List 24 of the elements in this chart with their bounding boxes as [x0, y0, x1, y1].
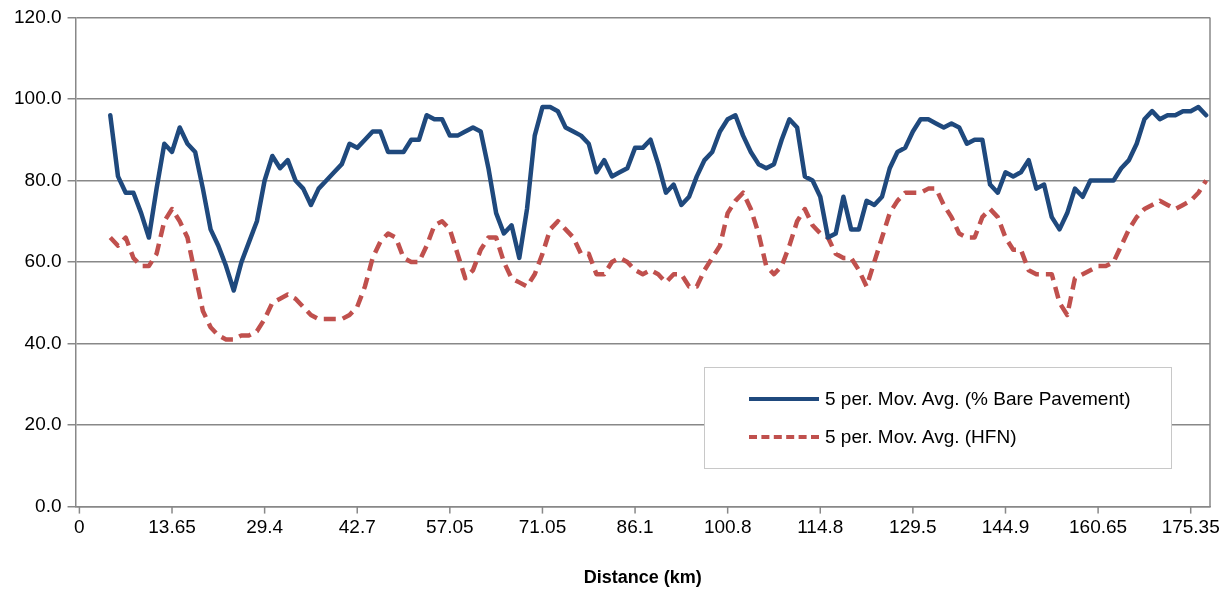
- x-axis-title: Distance (km): [583, 567, 702, 588]
- x-tick-label: 0: [74, 516, 85, 538]
- x-tick-label: 144.9: [981, 516, 1030, 538]
- x-tick-label: 160.65: [1069, 516, 1128, 538]
- x-tick-label: 42.7: [338, 516, 376, 538]
- y-tick-label: 20.0: [24, 413, 62, 435]
- x-tick-label: 100.8: [703, 516, 752, 538]
- y-tick-label: 100.0: [14, 87, 62, 109]
- x-tick-label: 86.1: [616, 516, 654, 538]
- x-tick-label: 175.35: [1161, 516, 1220, 538]
- y-tick-label: 0.0: [35, 494, 62, 516]
- y-tick-label: 60.0: [24, 250, 62, 272]
- x-tick-label: 13.65: [148, 516, 196, 538]
- legend-label: 5 per. Mov. Avg. (% Bare Pavement): [825, 387, 1131, 410]
- y-tick-label: 40.0: [24, 331, 62, 353]
- line-series: [108, 178, 1209, 342]
- x-tick-label: 114.8: [797, 516, 844, 538]
- y-tick-label: 120.0: [14, 5, 62, 27]
- x-tick-label: 57.05: [426, 516, 474, 538]
- x-tick-label: 29.4: [246, 516, 284, 538]
- y-tick-label: 80.0: [24, 168, 62, 190]
- x-tick-label: 71.05: [518, 516, 567, 538]
- x-tick-label: 129.5: [889, 516, 937, 538]
- legend-label: 5 per. Mov. Avg. (HFN): [825, 425, 1017, 448]
